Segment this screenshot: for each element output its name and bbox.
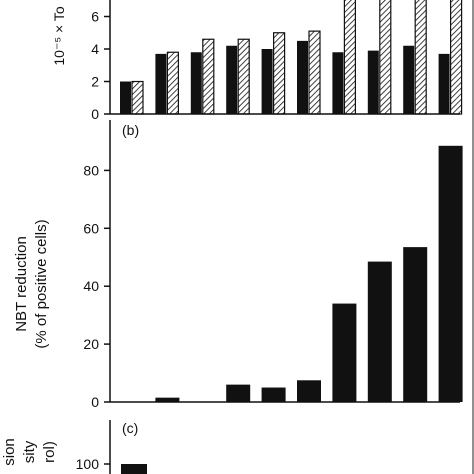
panel-a-ytick-label-4: 4: [91, 41, 99, 57]
panel-b-label: (b): [122, 122, 139, 138]
panel-b-bar-9: [403, 247, 428, 402]
panel-c-ylabel-line3: rol): [41, 441, 58, 463]
panel-b-bar-4: [226, 384, 251, 402]
panel-a-bar-hatched-9: [414, 0, 427, 115]
panel-a-bar-solid-6: [297, 40, 308, 114]
panel-a-bar-hatched-10: [450, 0, 463, 115]
panel-c-label: (c): [122, 420, 138, 436]
panel-c-ylabel-group: sion sity rol): [1, 438, 58, 466]
panel-b-ylabel-line1: NBT reduction: [13, 236, 30, 332]
panel-c-ytick-label-100: 100: [76, 456, 100, 472]
panel-a-bar-hatched-8: [379, 0, 392, 115]
panel-a-y-ticks: 0 2 4 6: [91, 9, 110, 122]
panel-c-bars: [121, 464, 147, 474]
panel-a-bar-hatched-5: [273, 32, 286, 115]
panel-b-ylabel-group: NBT reduction (% of positive cells): [13, 219, 50, 348]
panel-b-bar-2: [155, 397, 180, 402]
panel-a-bar-hatched-1: [131, 80, 144, 115]
panel-a-bar-solid-10: [438, 53, 450, 114]
panel-b-bars: [155, 145, 463, 403]
panel-a-bar-solid-8: [367, 50, 379, 114]
panel-a-bar-hatched-4: [237, 38, 250, 115]
panel-a-bar-solid-4: [226, 45, 238, 114]
panel-c: (c) sion sity rol) 100: [1, 420, 147, 474]
panel-b-ytick-label-60: 60: [83, 220, 99, 236]
panel-b-ytick-label-80: 80: [83, 162, 99, 178]
panel-c-ylabel-line1: sion: [1, 438, 18, 466]
panel-a: 10⁻⁵ × To 0 2 4 6: [51, 0, 463, 122]
panel-a-bar-solid-9: [403, 45, 415, 114]
panel-c-y-ticks: 100: [76, 456, 110, 472]
panel-b-ylabel-line2: (% of positive cells): [33, 219, 50, 348]
panel-b-ytick-label-40: 40: [83, 278, 99, 294]
panel-c-bar-1: [121, 464, 147, 474]
panel-a-bars: [120, 0, 463, 115]
panel-b-ytick-label-20: 20: [83, 336, 99, 352]
panel-a-bar-solid-1: [120, 81, 131, 114]
panel-a-bar-hatched-3: [202, 38, 215, 115]
panel-a-ylabel-group: 10⁻⁵ × To: [51, 6, 67, 65]
panel-a-bar-hatched-6: [308, 30, 321, 115]
panel-b-bar-8: [367, 261, 392, 402]
panel-a-bar-hatched-2: [166, 51, 179, 115]
panel-a-ytick-label-6: 6: [91, 9, 99, 25]
panel-b-y-ticks: 0 20 40 60 80: [83, 162, 110, 410]
panel-a-ylabel: 10⁻⁵ × To: [51, 6, 67, 65]
panel-a-bar-solid-2: [155, 53, 167, 114]
panel-b-bar-6: [297, 380, 321, 402]
panel-c-ylabel-line2: sity: [21, 440, 38, 463]
panel-b-bar-7: [332, 303, 357, 402]
panel-a-bar-hatched-7: [343, 0, 356, 115]
panel-b-ytick-label-0: 0: [91, 394, 99, 410]
panel-a-bar-solid-3: [190, 52, 202, 114]
panel-a-ytick-label-2: 2: [91, 74, 99, 90]
panel-b: (b) NBT reduction (% of positive cells) …: [13, 120, 463, 410]
panel-a-ytick-label-0: 0: [91, 106, 99, 122]
panel-a-bar-solid-5: [261, 49, 273, 114]
panel-b-bar-5: [261, 387, 286, 402]
panel-a-bar-solid-7: [332, 52, 344, 114]
panel-b-bar-10: [438, 145, 463, 403]
